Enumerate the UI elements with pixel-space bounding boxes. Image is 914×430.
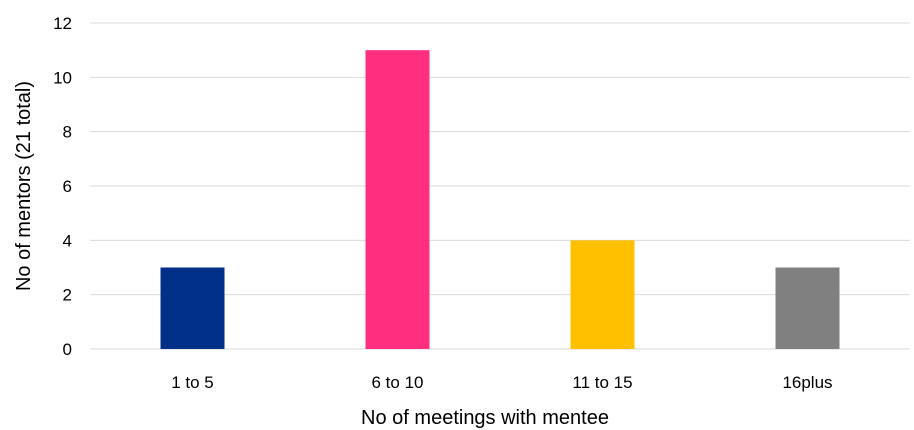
- bar-1-to-5: [160, 267, 225, 349]
- y-tick-label: 8: [63, 123, 72, 142]
- bar-6-to-10: [365, 50, 430, 350]
- x-axis-title: No of meetings with mentee: [361, 407, 609, 429]
- y-tick-label: 4: [63, 231, 72, 250]
- y-tick-label: 12: [53, 14, 72, 33]
- x-tick-labels: 1 to 5 6 to 10 11 to 15 16plus: [171, 373, 832, 392]
- y-tick-labels: 0 2 4 6 8 10 12: [53, 14, 72, 359]
- y-tick-label: 6: [63, 177, 72, 196]
- y-tick-label: 2: [63, 286, 72, 305]
- y-axis-title: No of mentors (21 total): [13, 81, 35, 291]
- y-tick-label: 0: [63, 340, 72, 359]
- bar-11-to-15: [570, 240, 635, 349]
- x-tick-label: 6 to 10: [372, 373, 424, 392]
- x-tick-label: 16plus: [782, 373, 832, 392]
- y-tick-label: 10: [53, 68, 72, 87]
- x-tick-label: 1 to 5: [171, 373, 214, 392]
- gridlines: [90, 22, 910, 350]
- x-tick-label: 11 to 15: [572, 373, 632, 392]
- bars: [160, 50, 840, 350]
- bar-16plus: [775, 267, 840, 349]
